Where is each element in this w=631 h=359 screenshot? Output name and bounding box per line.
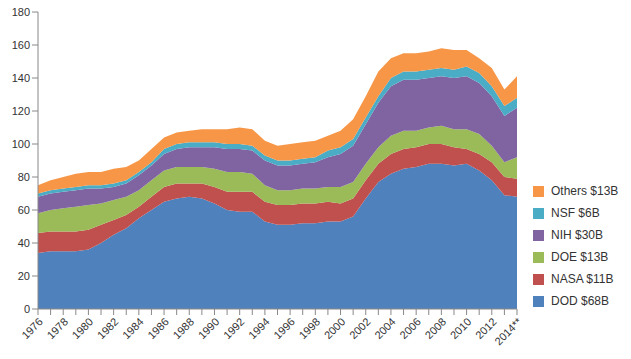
svg-text:1990: 1990 xyxy=(196,315,222,341)
html-text:NASA $11B: NASA $11B xyxy=(551,272,614,286)
svg-text:1988: 1988 xyxy=(170,315,196,341)
svg-text:2002: 2002 xyxy=(347,315,373,341)
svg-text:160: 160 xyxy=(12,39,30,51)
svg-text:1978: 1978 xyxy=(44,315,70,341)
svg-text:100: 100 xyxy=(12,138,30,150)
svg-text:1976: 1976 xyxy=(19,315,45,341)
svg-text:120: 120 xyxy=(12,105,30,117)
svg-text:1986: 1986 xyxy=(145,315,171,341)
html-text:NIH $30B: NIH $30B xyxy=(551,228,603,242)
svg-text:1998: 1998 xyxy=(296,315,322,341)
svg-text:2000: 2000 xyxy=(322,315,348,341)
svg-text:80: 80 xyxy=(18,171,30,183)
html-text:DOE $13B: DOE $13B xyxy=(551,250,609,264)
svg-text:2006: 2006 xyxy=(397,315,423,341)
svg-text:2014**: 2014** xyxy=(492,315,524,347)
svg-text:60: 60 xyxy=(18,204,30,216)
svg-text:1984: 1984 xyxy=(120,315,146,341)
svg-text:40: 40 xyxy=(18,237,30,249)
svg-text:20: 20 xyxy=(18,270,30,282)
svg-text:2008: 2008 xyxy=(423,315,449,341)
html-text:Others $13B: Others $13B xyxy=(551,184,619,198)
svg-text:1994: 1994 xyxy=(246,315,272,341)
svg-text:180: 180 xyxy=(12,6,30,18)
svg-text:2004: 2004 xyxy=(372,315,398,341)
svg-text:1982: 1982 xyxy=(95,315,121,341)
svg-text:2010: 2010 xyxy=(448,315,474,341)
html-text:NSF $6B: NSF $6B xyxy=(551,206,600,220)
svg-text:1996: 1996 xyxy=(271,315,297,341)
svg-text:1980: 1980 xyxy=(70,315,96,341)
svg-text:1992: 1992 xyxy=(221,315,247,341)
svg-text:0: 0 xyxy=(24,303,30,315)
svg-text:140: 140 xyxy=(12,72,30,84)
svg-text:2012: 2012 xyxy=(472,315,499,342)
html-text:DOD $68B: DOD $68B xyxy=(551,294,609,308)
